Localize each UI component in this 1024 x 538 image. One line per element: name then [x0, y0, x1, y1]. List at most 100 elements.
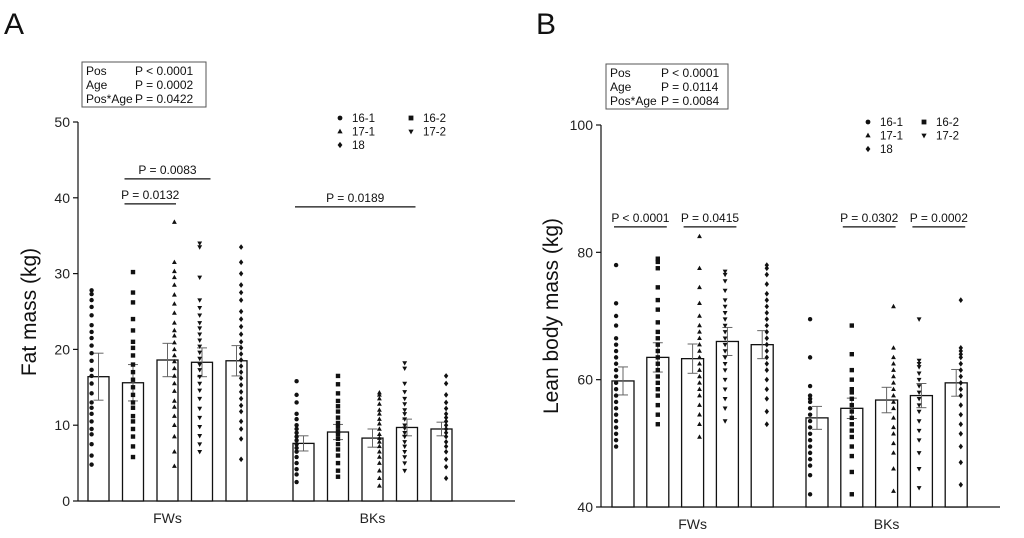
- y-tick-label: 10: [54, 417, 70, 433]
- panel-b-y-axis-title: Lean body mass (kg): [540, 218, 563, 414]
- data-point-FWs-17-2: [197, 368, 203, 373]
- data-point-FWs-16-2: [655, 336, 660, 341]
- data-point-FWs-17-2: [197, 245, 203, 250]
- data-point-BKs-17-2: [402, 455, 408, 460]
- data-point-FWs-16-2: [130, 290, 136, 295]
- data-point-BKs-16-2: [849, 415, 854, 421]
- data-point-FWs-16-2: [655, 307, 660, 312]
- data-point-FWs-16-2: [655, 297, 660, 303]
- legend-marker-17-2: [921, 133, 927, 139]
- y-tick-label: 20: [54, 341, 70, 357]
- data-point-FWs-17-2: [197, 350, 203, 356]
- data-point-FWs-17-2: [197, 356, 203, 362]
- data-point-BKs-17-1: [891, 488, 896, 493]
- panel-b-letter: B: [536, 8, 556, 41]
- data-point-BKs-17-2: [916, 384, 922, 389]
- data-point-BKs-17-1: [891, 392, 896, 398]
- data-point-BKs-17-1: [376, 468, 382, 473]
- data-point-FWs-18: [238, 345, 244, 351]
- data-point-FWs-18: [764, 329, 769, 335]
- comparison-p-value: P = 0.0002: [910, 211, 968, 225]
- data-point-FWs-16-2: [130, 434, 136, 439]
- category-label-BKs: BKs: [874, 516, 900, 532]
- data-point-FWs-17-1: [171, 413, 177, 418]
- data-point-FWs-17-2: [197, 424, 203, 430]
- data-point-FWs-17-1: [171, 346, 177, 352]
- data-point-BKs-18: [958, 367, 963, 373]
- data-point-BKs-17-1: [891, 373, 896, 379]
- data-point-BKs-16-1: [807, 463, 813, 468]
- data-point-FWs-16-1: [613, 387, 619, 392]
- data-point-BKs-17-2: [916, 403, 922, 408]
- data-point-BKs-17-2: [402, 440, 408, 445]
- data-point-BKs-18: [958, 373, 963, 380]
- comparison-p-value: P = 0.0189: [326, 191, 384, 205]
- data-point-FWs-17-2: [197, 362, 203, 368]
- data-point-BKs-16-1: [294, 423, 299, 428]
- data-point-FWs-18: [238, 351, 244, 357]
- data-point-FWs-16-1: [89, 441, 94, 447]
- data-point-BKs-17-2: [402, 417, 408, 422]
- data-point-FWs-17-2: [722, 317, 728, 322]
- data-point-FWs-17-1: [697, 354, 702, 360]
- data-point-BKs-18: [958, 481, 963, 488]
- data-point-BKs-16-2: [335, 441, 341, 447]
- data-point-BKs-16-2: [849, 352, 854, 357]
- data-point-FWs-18: [238, 338, 244, 345]
- bar-FWs-17-2: [190, 361, 214, 502]
- data-point-FWs-16-1: [613, 418, 619, 424]
- data-point-FWs-16-1: [89, 462, 94, 467]
- data-point-FWs-16-2: [655, 402, 660, 408]
- data-point-BKs-17-1: [891, 380, 896, 385]
- data-point-FWs-17-1: [697, 421, 702, 426]
- data-point-FWs-16-2: [655, 342, 660, 347]
- legend-label-18: 18: [352, 140, 365, 152]
- data-point-FWs-16-1: [613, 437, 619, 443]
- data-point-BKs-17-1: [376, 426, 382, 431]
- data-point-FWs-17-2: [197, 406, 203, 412]
- comparison-p-value: P = 0.0415: [681, 211, 739, 225]
- data-point-FWs-18: [764, 367, 769, 373]
- data-point-BKs-17-2: [916, 419, 922, 424]
- data-point-FWs-16-1: [89, 291, 94, 297]
- data-point-BKs-18: [443, 414, 449, 421]
- data-point-BKs-18: [443, 418, 449, 425]
- legend-label-17-2: 17-2: [936, 131, 959, 143]
- data-point-FWs-17-1: [697, 361, 702, 366]
- data-point-FWs-17-1: [697, 313, 702, 318]
- data-point-BKs-16-2: [335, 404, 341, 409]
- data-point-BKs-16-2: [335, 391, 341, 396]
- data-point-BKs-17-1: [891, 345, 896, 350]
- data-point-BKs-17-2: [402, 431, 408, 436]
- legend-label-16-1: 16-1: [352, 113, 375, 125]
- data-point-FWs-17-1: [697, 367, 702, 372]
- data-point-FWs-16-1: [89, 400, 94, 405]
- data-point-BKs-17-2: [916, 317, 922, 322]
- data-point-FWs-16-2: [130, 454, 136, 460]
- data-point-FWs-17-2: [197, 434, 203, 439]
- data-point-BKs-16-1: [294, 445, 299, 451]
- data-point-FWs-16-1: [613, 425, 619, 430]
- data-point-FWs-16-2: [130, 316, 136, 322]
- data-point-BKs-16-1: [807, 425, 813, 430]
- data-point-BKs-16-1: [294, 438, 299, 443]
- data-point-FWs-16-2: [655, 355, 660, 360]
- data-point-BKs-17-1: [376, 401, 382, 406]
- data-point-BKs-18: [443, 429, 449, 436]
- bar-BKs-18: [430, 428, 453, 502]
- data-point-BKs-17-2: [402, 461, 408, 466]
- data-point-FWs-17-1: [171, 433, 177, 439]
- data-point-BKs-18: [443, 443, 449, 450]
- data-point-BKs-16-2: [335, 382, 341, 387]
- data-point-BKs-16-1: [294, 441, 299, 447]
- data-point-BKs-18: [443, 422, 449, 429]
- data-point-BKs-18: [958, 360, 963, 367]
- data-point-BKs-16-1: [807, 450, 813, 456]
- data-point-FWs-16-2: [130, 377, 136, 382]
- data-point-FWs-17-2: [197, 449, 203, 455]
- data-point-FWs-17-2: [722, 269, 728, 275]
- data-point-FWs-16-2: [130, 392, 136, 398]
- data-point-FWs-17-1: [171, 327, 177, 333]
- data-point-BKs-17-2: [916, 397, 922, 402]
- data-point-BKs-16-2: [849, 367, 854, 373]
